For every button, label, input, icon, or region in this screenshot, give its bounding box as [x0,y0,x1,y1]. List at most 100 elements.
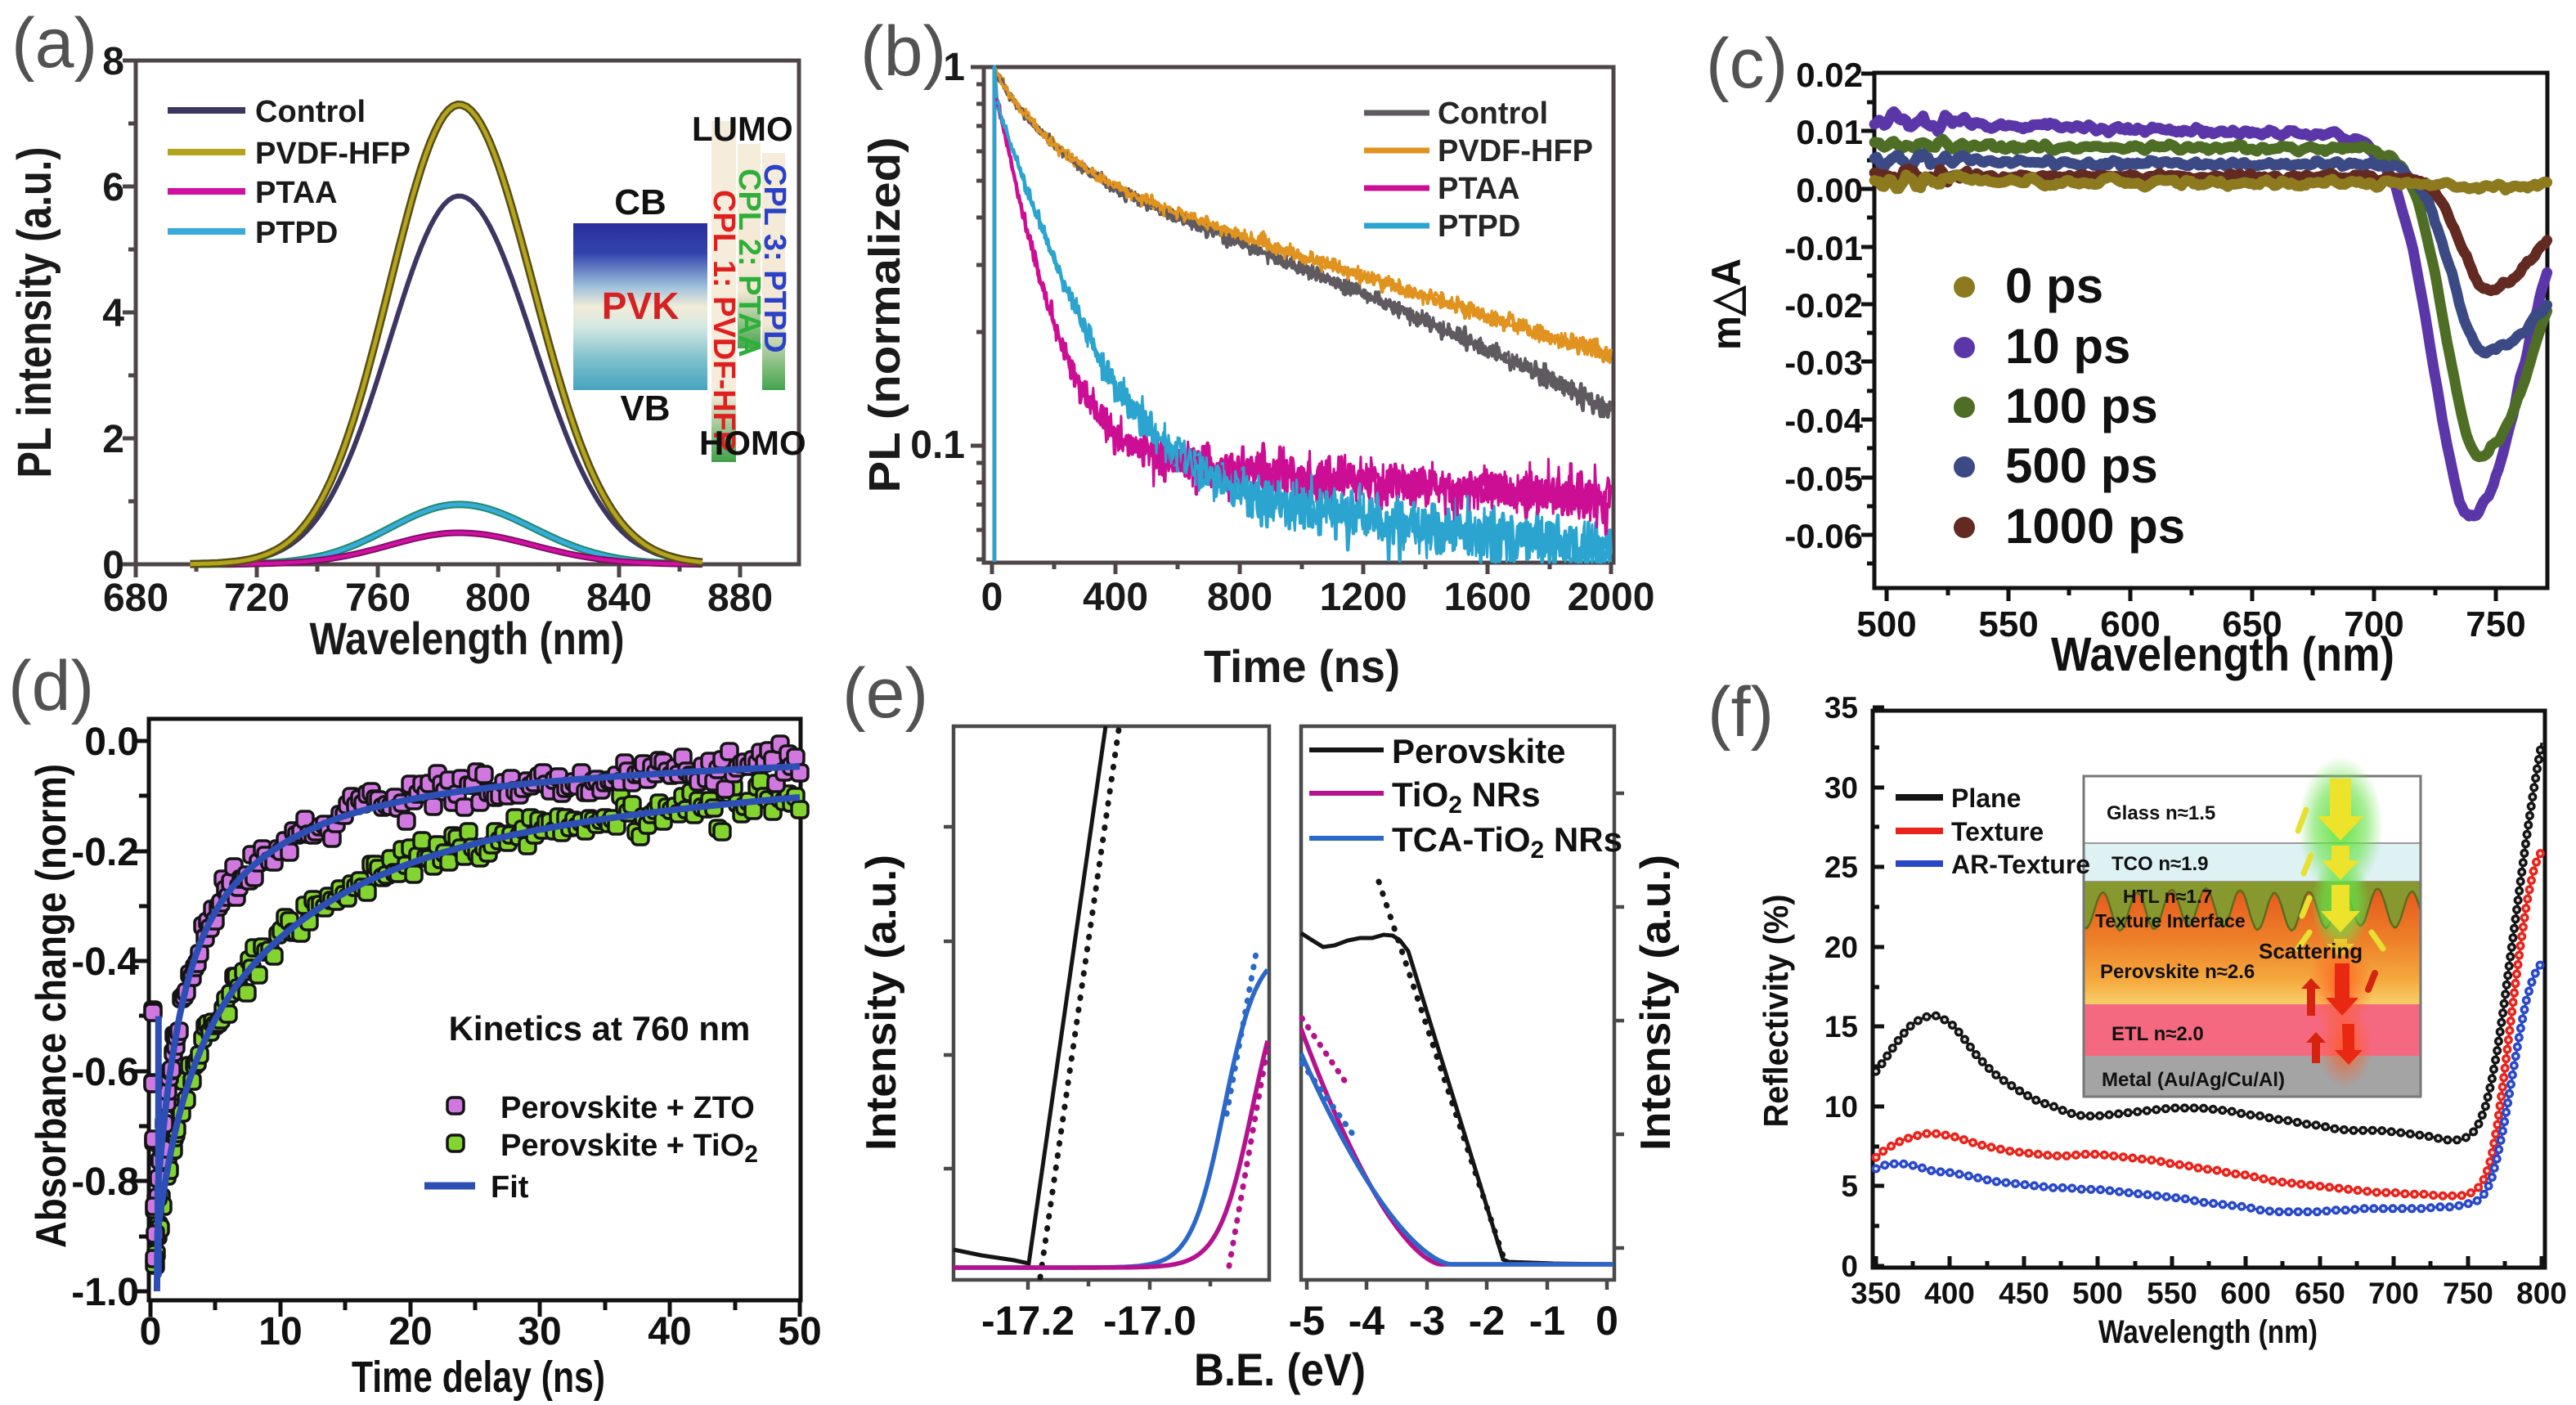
svg-text:6: 6 [102,166,124,209]
svg-text:LUMO: LUMO [692,110,793,148]
svg-text:500: 500 [2072,1277,2123,1310]
svg-text:-0.03: -0.03 [1784,343,1863,382]
svg-text:PVDF-HFP: PVDF-HFP [1438,134,1593,168]
svg-text:Reflectivity (%): Reflectivity (%) [1757,895,1795,1128]
svg-text:-0.4: -0.4 [71,940,139,984]
svg-text:AR-Texture: AR-Texture [1951,850,2090,879]
svg-text:PL intensity (a.u.): PL intensity (a.u.) [8,147,61,478]
svg-text:Kinetics at 760 nm: Kinetics at 760 nm [449,1009,751,1048]
svg-text:TCA-TiO2 NRs: TCA-TiO2 NRs [1392,820,1622,864]
svg-text:0: 0 [140,1310,162,1353]
svg-text:Plane: Plane [1951,783,2021,813]
svg-text:PL (normalized): PL (normalized) [860,137,909,493]
svg-text:(c): (c) [1706,25,1788,103]
svg-text:Texture: Texture [1951,817,2044,846]
svg-text:1000 ps: 1000 ps [2005,499,2185,554]
svg-text:30: 30 [518,1310,561,1353]
svg-text:50: 50 [778,1310,821,1353]
svg-text:650: 650 [2295,1277,2345,1310]
svg-text:600: 600 [2100,604,2160,644]
svg-text:-4: -4 [1349,1298,1385,1344]
svg-text:0: 0 [1595,1298,1618,1344]
svg-text:35: 35 [1824,691,1858,725]
svg-text:-5: -5 [1289,1298,1325,1344]
svg-text:CB: CB [614,182,666,222]
svg-text:Perovskite n≈2.6: Perovskite n≈2.6 [2100,961,2255,983]
svg-text:Time (ns): Time (ns) [1204,640,1400,692]
svg-text:800: 800 [1207,576,1272,619]
svg-text:HTL n≈1.7: HTL n≈1.7 [2123,886,2212,907]
svg-text:20: 20 [1824,931,1858,964]
svg-text:Texture Interface: Texture Interface [2095,910,2246,931]
svg-text:10: 10 [1824,1090,1858,1124]
svg-text:25: 25 [1824,851,1858,884]
svg-text:(e): (e) [842,654,928,733]
svg-text:Control: Control [1438,97,1548,131]
svg-text:TiO2 NRs: TiO2 NRs [1392,775,1541,819]
svg-text:Time delay (ns): Time delay (ns) [352,1353,605,1402]
svg-text:720: 720 [224,577,289,620]
svg-text:500: 500 [1856,604,1916,644]
svg-text:700: 700 [2344,604,2403,644]
svg-text:800: 800 [465,577,531,620]
svg-text:Wavelength (nm): Wavelength (nm) [2051,628,2394,681]
svg-text:20: 20 [388,1310,432,1353]
svg-text:Perovskite + TiO2: Perovskite + TiO2 [500,1129,758,1168]
svg-text:-0.6: -0.6 [71,1051,139,1094]
svg-text:Absorbance change (norm): Absorbance change (norm) [28,764,75,1248]
svg-text:Glass n≈1.5: Glass n≈1.5 [2107,802,2215,824]
svg-text:0: 0 [981,576,1003,619]
svg-text:750: 750 [2466,604,2525,644]
svg-text:-0.05: -0.05 [1784,460,1863,498]
svg-text:0.0: 0.0 [84,720,139,764]
svg-text:5: 5 [1841,1169,1858,1203]
svg-text:880: 880 [707,577,773,620]
svg-text:760: 760 [345,577,411,620]
svg-text:HOMO: HOMO [699,424,806,462]
svg-text:PTAA: PTAA [255,176,338,210]
svg-text:-17.2: -17.2 [981,1298,1075,1344]
svg-text:Intensity (a.u.): Intensity (a.u.) [1632,855,1680,1151]
svg-text:-0.8: -0.8 [71,1160,139,1204]
svg-text:1200: 1200 [1320,576,1407,619]
svg-text:-0.04: -0.04 [1784,402,1863,440]
svg-text:CPL 2: PTAA: CPL 2: PTAA [732,168,766,357]
svg-text:0.00: 0.00 [1796,171,1863,209]
svg-text:PTPD: PTPD [255,216,338,250]
svg-text:PTPD: PTPD [1438,209,1520,244]
svg-text:1600: 1600 [1444,576,1532,619]
svg-text:450: 450 [1999,1277,2049,1310]
svg-text:2000: 2000 [1568,576,1655,619]
svg-text:400: 400 [1083,576,1148,619]
svg-text:500 ps: 500 ps [2005,438,2158,493]
svg-text:-1.0: -1.0 [71,1271,139,1314]
svg-text:Perovskite + ZTO: Perovskite + ZTO [500,1091,755,1125]
svg-text:600: 600 [2220,1277,2271,1310]
svg-text:-1: -1 [1529,1298,1565,1344]
svg-text:30: 30 [1824,771,1858,805]
svg-text:Fit: Fit [491,1170,529,1205]
svg-text:550: 550 [2147,1277,2197,1310]
svg-text:1: 1 [943,46,965,89]
svg-text:0.02: 0.02 [1796,56,1863,94]
svg-text:-0.02: -0.02 [1784,286,1863,325]
svg-text:-0.2: -0.2 [71,831,139,874]
svg-text:PTAA: PTAA [1438,172,1520,206]
svg-text:550: 550 [1978,604,2038,644]
svg-text:0: 0 [1841,1250,1858,1283]
svg-text:8: 8 [102,40,124,83]
svg-text:Perovskite: Perovskite [1392,732,1565,770]
svg-text:B.E. (eV): B.E. (eV) [1194,1344,1366,1395]
svg-text:Intensity (a.u.): Intensity (a.u.) [858,855,905,1151]
svg-text:CPL 1: PVDF-HFP: CPL 1: PVDF-HFP [707,190,741,451]
svg-text:10: 10 [258,1310,302,1353]
svg-text:0.1: 0.1 [910,424,965,467]
svg-text:m△A: m△A [1703,258,1749,350]
svg-text:VB: VB [620,388,670,429]
svg-text:Metal (Au/Ag/Cu/Al): Metal (Au/Ag/Cu/Al) [2102,1069,2285,1091]
svg-text:100 ps: 100 ps [2005,379,2158,433]
svg-text:680: 680 [103,577,168,620]
svg-text:-3: -3 [1409,1298,1445,1344]
svg-text:15: 15 [1824,1010,1858,1044]
svg-text:-2: -2 [1469,1298,1505,1344]
